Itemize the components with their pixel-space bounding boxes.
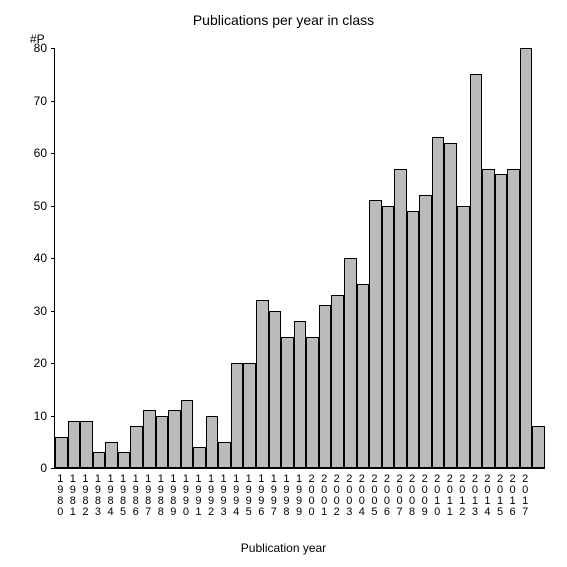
- bar: [156, 416, 169, 469]
- xtick-label: 2014: [483, 474, 491, 518]
- bar: [181, 400, 194, 468]
- bar: [495, 174, 508, 468]
- bar: [394, 169, 407, 468]
- xtick-label: 2005: [370, 474, 378, 518]
- ytick-label: 80: [34, 41, 47, 55]
- bar: [457, 206, 470, 469]
- xtick-label: 1998: [282, 474, 290, 518]
- xtick-label: 2003: [345, 474, 353, 518]
- xtick-label: 1980: [56, 474, 64, 518]
- bar: [432, 137, 445, 468]
- xtick-label: 2001: [320, 474, 328, 518]
- chart-title: Publications per year in class: [0, 12, 567, 28]
- ytick-label: 70: [34, 94, 47, 108]
- xtick-label: 1985: [119, 474, 127, 518]
- bar: [218, 442, 231, 468]
- bar: [281, 337, 294, 468]
- bar: [118, 452, 131, 468]
- xtick-label: 2006: [383, 474, 391, 518]
- bar: [206, 416, 219, 469]
- bar: [55, 437, 68, 469]
- xtick-label: 1988: [157, 474, 165, 518]
- xtick-label: 1992: [207, 474, 215, 518]
- ytick-label: 50: [34, 199, 47, 213]
- bar: [130, 426, 143, 468]
- xtick-label: 1990: [182, 474, 190, 518]
- bar: [470, 74, 483, 468]
- bar: [143, 410, 156, 468]
- xtick-label: 1993: [220, 474, 228, 518]
- xtick-label: 1984: [107, 474, 115, 518]
- bar: [331, 295, 344, 468]
- xtick-label: 1996: [257, 474, 265, 518]
- bar: [294, 321, 307, 468]
- xtick-label: 2015: [496, 474, 504, 518]
- bar: [357, 284, 370, 468]
- ytick-label: 30: [34, 304, 47, 318]
- plot-area: [54, 48, 545, 469]
- bar: [80, 421, 93, 468]
- xtick-label: 2017: [521, 474, 529, 518]
- xtick-label: 2012: [458, 474, 466, 518]
- chart-container: Publications per year in class #P 010203…: [0, 0, 567, 567]
- bar: [532, 426, 545, 468]
- bar: [369, 200, 382, 468]
- xtick-label: 1982: [81, 474, 89, 518]
- xtick-label: 2002: [333, 474, 341, 518]
- xtick-label: 2010: [433, 474, 441, 518]
- xtick-label: 1983: [94, 474, 102, 518]
- ytick-label: 20: [34, 356, 47, 370]
- xtick-label: 1986: [132, 474, 140, 518]
- bar: [269, 311, 282, 469]
- bar: [319, 305, 332, 468]
- bar: [482, 169, 495, 468]
- ytick-label: 0: [40, 461, 47, 475]
- ytick-label: 40: [34, 251, 47, 265]
- ytick-label: 10: [34, 409, 47, 423]
- xtick-label: 2009: [421, 474, 429, 518]
- xtick-label: 2004: [358, 474, 366, 518]
- xtick-label: 1997: [270, 474, 278, 518]
- bar: [68, 421, 81, 468]
- xtick-label: 1991: [194, 474, 202, 518]
- xtick-label: 1999: [295, 474, 303, 518]
- xtick-label: 1981: [69, 474, 77, 518]
- bar: [407, 211, 420, 468]
- xtick-label: 2007: [396, 474, 404, 518]
- bar: [507, 169, 520, 468]
- bar: [231, 363, 244, 468]
- bar: [382, 206, 395, 469]
- xtick-label: 2000: [308, 474, 316, 518]
- bar: [193, 447, 206, 468]
- bar: [93, 452, 106, 468]
- xtick-label: 1994: [232, 474, 240, 518]
- bar: [168, 410, 181, 468]
- bar: [256, 300, 269, 468]
- bar: [344, 258, 357, 468]
- xtick-label: 2016: [509, 474, 517, 518]
- xtick-label: 2011: [446, 474, 454, 518]
- xtick-label: 1987: [144, 474, 152, 518]
- xtick-label: 1989: [169, 474, 177, 518]
- bar: [243, 363, 256, 468]
- xtick-label: 2013: [471, 474, 479, 518]
- bar: [105, 442, 118, 468]
- xtick-label: 1995: [245, 474, 253, 518]
- x-axis-title: Publication year: [0, 541, 567, 555]
- bar: [520, 48, 533, 468]
- ytick-label: 60: [34, 146, 47, 160]
- bar: [306, 337, 319, 468]
- bar: [419, 195, 432, 468]
- bar: [444, 143, 457, 469]
- xtick-label: 2008: [408, 474, 416, 518]
